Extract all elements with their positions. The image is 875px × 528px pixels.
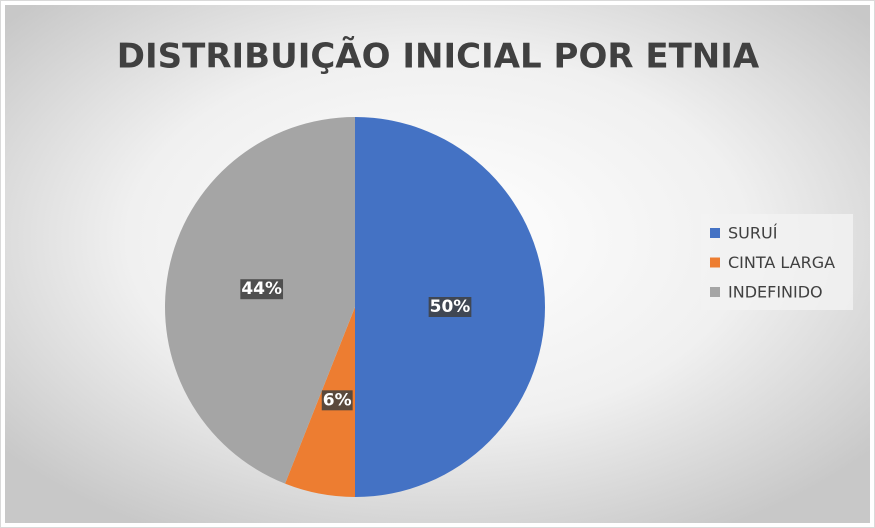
legend-swatch	[710, 257, 720, 268]
data-label-bg	[428, 297, 472, 317]
legend-label: CINTA LARGA	[728, 253, 835, 272]
data-label-bg	[321, 390, 353, 411]
pie-slice	[285, 307, 355, 497]
chart-title: DISTRIBUIÇÃO INICIAL POR ETNIA	[117, 36, 760, 77]
data-label: 6%	[323, 390, 352, 410]
legend-box	[701, 214, 853, 310]
data-label: 50%	[430, 297, 471, 317]
legend-swatch	[710, 228, 720, 238]
data-label-group: 6%	[321, 390, 353, 411]
pie: 50% 6% 44%	[164, 116, 545, 497]
legend: SURUÍ CINTA LARGA INDEFINIDO	[710, 224, 835, 302]
data-label-group: 50%	[428, 297, 472, 317]
data-label-group: 44%	[240, 279, 284, 300]
legend-label: SURUÍ	[728, 224, 778, 243]
legend-label: INDEFINIDO	[728, 283, 823, 302]
pie-slice	[164, 116, 355, 484]
data-label: 44%	[241, 279, 282, 299]
data-label-bg	[240, 279, 284, 300]
legend-swatch	[710, 287, 720, 297]
